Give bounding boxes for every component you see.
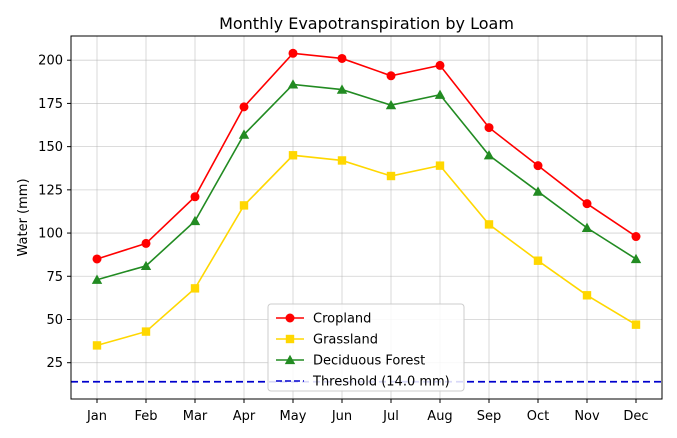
data-point bbox=[92, 254, 102, 264]
data-point bbox=[533, 161, 543, 171]
data-point bbox=[336, 84, 348, 94]
x-tick-label: Jul bbox=[382, 409, 399, 424]
series-line bbox=[96, 83, 637, 281]
data-point bbox=[239, 102, 249, 112]
chart-title: Monthly Evapotranspiration by Loam bbox=[219, 14, 514, 33]
legend-marker bbox=[285, 334, 295, 344]
x-tick-label: Sep bbox=[477, 409, 502, 424]
legend-label: Deciduous Forest bbox=[313, 354, 425, 369]
x-tick-label: Mar bbox=[183, 409, 208, 424]
data-point bbox=[288, 48, 298, 58]
x-tick-label: Aug bbox=[427, 409, 452, 424]
x-tick-label: Nov bbox=[574, 409, 600, 424]
x-tick-label: May bbox=[280, 409, 307, 424]
legend-marker bbox=[284, 354, 296, 365]
legend-item: Threshold (14.0 mm) bbox=[276, 375, 450, 390]
data-point bbox=[533, 256, 543, 265]
data-point bbox=[189, 215, 201, 226]
y-tick-label: 50 bbox=[46, 313, 63, 328]
data-point bbox=[238, 129, 250, 139]
data-point bbox=[631, 320, 641, 329]
data-point bbox=[484, 123, 494, 133]
y-ticks: 25 50 75 100 125 150 175 200 bbox=[38, 54, 71, 371]
series-deciduous-forest bbox=[91, 79, 642, 284]
y-axis-label: Water (mm) bbox=[16, 178, 31, 256]
data-point bbox=[582, 291, 592, 300]
plot-frame bbox=[70, 35, 663, 400]
data-point bbox=[532, 186, 544, 196]
legend-marker bbox=[285, 313, 295, 323]
data-point bbox=[337, 53, 347, 63]
data-point bbox=[91, 274, 103, 284]
data-point bbox=[434, 89, 446, 99]
y-tick-label: 125 bbox=[38, 183, 63, 198]
x-ticks: Jan Feb Mar Apr May Jun Jul Aug Sep Oct Nov Dec bbox=[86, 399, 649, 424]
data-point bbox=[582, 199, 592, 209]
y-tick-label: 150 bbox=[38, 140, 63, 155]
data-point bbox=[484, 220, 494, 229]
data-point bbox=[630, 253, 642, 264]
legend-label: Threshold (14.0 mm) bbox=[312, 375, 450, 390]
data-point bbox=[141, 238, 151, 248]
series-grassland bbox=[92, 151, 641, 350]
data-point bbox=[483, 150, 495, 160]
legend-item: Cropland bbox=[276, 312, 371, 327]
x-tick-label: Jun bbox=[331, 409, 352, 424]
x-tick-label: Apr bbox=[233, 409, 256, 424]
data-point bbox=[140, 260, 152, 271]
data-point bbox=[288, 151, 298, 160]
data-point bbox=[337, 156, 347, 165]
legend-item: Deciduous Forest bbox=[276, 354, 425, 369]
y-tick-label: 100 bbox=[38, 227, 63, 242]
legend-item: Grassland bbox=[276, 333, 378, 348]
data-point bbox=[386, 171, 396, 181]
data-point bbox=[239, 201, 249, 210]
y-tick-label: 200 bbox=[38, 54, 63, 69]
x-tick-label: Feb bbox=[134, 409, 157, 424]
y-tick-label: 25 bbox=[46, 356, 63, 371]
data-point bbox=[386, 71, 396, 81]
legend: Cropland Grassland Deciduous Forest Thresho… bbox=[267, 303, 465, 392]
data-point bbox=[435, 60, 445, 70]
x-tick-label: Dec bbox=[623, 409, 648, 424]
y-tick-label: 175 bbox=[38, 97, 63, 112]
x-tick-label: Jan bbox=[86, 409, 107, 424]
series-line bbox=[96, 154, 637, 347]
legend-label: Cropland bbox=[313, 312, 371, 327]
y-tick-label: 75 bbox=[46, 270, 63, 285]
data-point bbox=[141, 327, 151, 336]
data-point bbox=[385, 99, 397, 110]
legend-label: Grassland bbox=[313, 333, 378, 348]
data-point bbox=[190, 192, 200, 202]
data-point bbox=[190, 284, 200, 293]
data-point bbox=[631, 232, 641, 242]
data-point bbox=[92, 341, 102, 350]
series-layer bbox=[91, 48, 642, 350]
data-point bbox=[435, 161, 445, 170]
x-tick-label: Oct bbox=[527, 409, 549, 424]
legend-box bbox=[267, 303, 465, 392]
series-cropland bbox=[92, 48, 641, 264]
series-line bbox=[96, 52, 637, 260]
data-point bbox=[581, 222, 593, 233]
data-point bbox=[287, 79, 299, 89]
